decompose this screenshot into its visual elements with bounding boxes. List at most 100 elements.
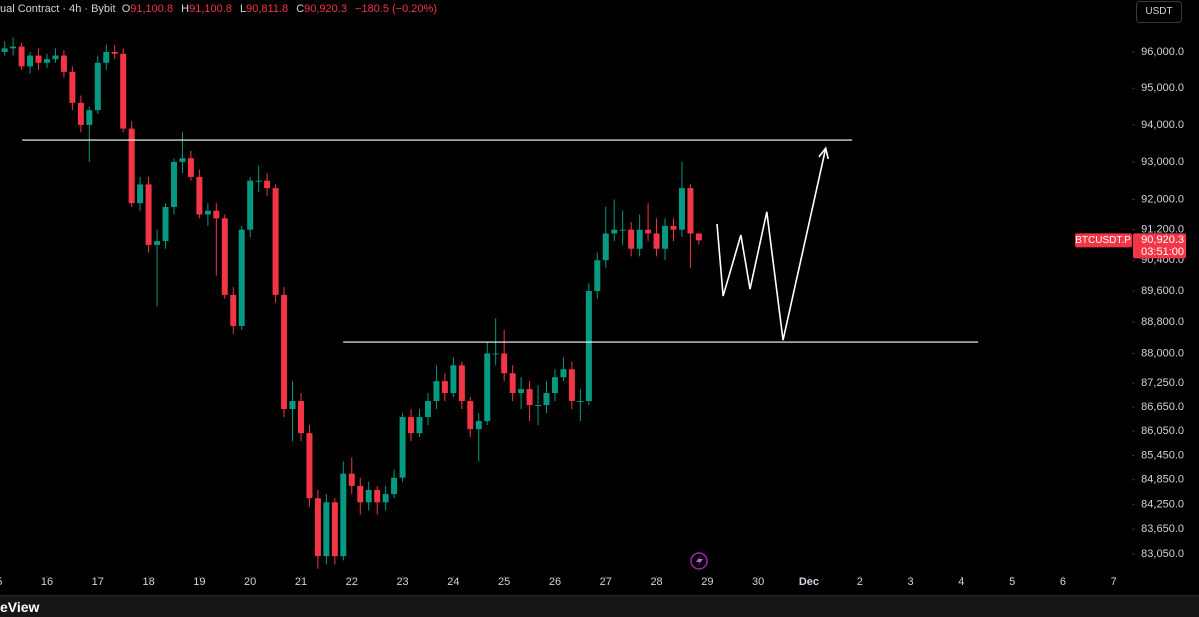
- candle-body: [416, 417, 423, 434]
- candle-body: [204, 210, 211, 215]
- x-tick-label: 28: [650, 576, 662, 588]
- header: ual Contract · 4h · Bybit O91,100.8 H91,…: [0, 3, 442, 15]
- candle-body: [611, 229, 618, 234]
- x-tick-label: 2: [857, 576, 863, 588]
- arrow-head: [818, 146, 830, 160]
- y-tick-label: 84,250.0: [1141, 498, 1184, 510]
- candle-body: [120, 53, 127, 129]
- x-tick-label: 7: [1111, 576, 1117, 588]
- x-tick-label: 19: [193, 576, 205, 588]
- candle-body: [577, 401, 584, 403]
- candle-body: [289, 401, 296, 410]
- candle-body: [69, 71, 76, 103]
- symbol-tag: [1075, 233, 1132, 248]
- x-tick-label: 22: [346, 576, 358, 588]
- candle-body: [568, 369, 575, 402]
- x-tick-label: 25: [498, 576, 510, 588]
- event-icon[interactable]: [690, 552, 708, 570]
- candle-body: [543, 393, 550, 406]
- candle-body: [433, 381, 440, 402]
- candle-body: [399, 417, 406, 478]
- candle-body: [111, 51, 118, 54]
- low-label: L: [239, 3, 247, 15]
- candle-body: [331, 502, 338, 557]
- y-tick-label: 88,000.0: [1141, 347, 1184, 359]
- candle-body: [382, 494, 389, 503]
- candle-body: [162, 206, 169, 242]
- candle-body: [18, 46, 25, 67]
- candle-body: [501, 353, 508, 374]
- footer: eView: [0, 595, 1199, 617]
- candle-body: [196, 176, 203, 215]
- x-tick-label: 15: [0, 576, 2, 588]
- candle-body: [687, 188, 694, 234]
- candle-body: [585, 291, 592, 402]
- candle-body: [230, 294, 237, 327]
- candle-body: [94, 62, 101, 111]
- candle-body: [484, 353, 491, 422]
- x-tick-label: 26: [549, 576, 561, 588]
- candle-body: [86, 110, 93, 125]
- candle-body: [103, 51, 110, 63]
- symbol-tag-label: BTCUSDT.P: [1075, 235, 1131, 246]
- candle-body: [636, 229, 643, 249]
- high-label: H: [181, 3, 190, 15]
- x-tick-label: 21: [295, 576, 307, 588]
- candle-body: [492, 353, 499, 355]
- candle-body: [35, 55, 42, 63]
- x-tick-label: 29: [701, 576, 713, 588]
- candle-body: [281, 294, 288, 410]
- candle-body: [221, 218, 228, 295]
- candle-body: [653, 233, 660, 249]
- candle-body: [238, 229, 245, 327]
- candle-body: [645, 229, 652, 234]
- close-label: C: [296, 3, 305, 15]
- last-price-tag: [1133, 233, 1186, 259]
- y-tick-label: 93,000.0: [1141, 156, 1184, 168]
- last-price-label: 90,920.3: [1141, 234, 1184, 246]
- candle-body: [348, 473, 355, 486]
- candle-body: [272, 188, 279, 295]
- candle-body: [475, 421, 482, 430]
- candle-body: [467, 401, 474, 430]
- candle-body: [670, 225, 677, 230]
- candle-body: [526, 389, 533, 406]
- y-tick-label: 87,250.0: [1141, 377, 1184, 389]
- candle-body: [628, 229, 635, 249]
- y-tick-label: 89,600.0: [1141, 285, 1184, 297]
- x-tick-label: 16: [41, 576, 53, 588]
- candle-body: [1, 48, 8, 52]
- candle-body: [170, 161, 177, 207]
- candle-body: [695, 233, 702, 241]
- y-tick-label: 83,650.0: [1141, 523, 1184, 535]
- x-tick-label: 5: [1009, 576, 1015, 588]
- candle-body: [662, 225, 669, 249]
- currency-button[interactable]: USDT: [1136, 1, 1182, 23]
- candle-body: [560, 369, 567, 378]
- y-tick-label: 94,000.0: [1141, 119, 1184, 131]
- candle-body: [128, 128, 135, 204]
- y-tick-label: 85,450.0: [1141, 449, 1184, 461]
- open-label: O: [121, 3, 131, 15]
- candle-body: [255, 180, 262, 182]
- candle-body: [43, 59, 50, 63]
- low-value: 90,811.8: [246, 3, 289, 15]
- x-tick-label: 24: [447, 576, 459, 588]
- candle-body: [424, 401, 431, 418]
- symbol: ual Contract · 4h · Bybit: [0, 3, 116, 15]
- candle-body: [357, 485, 364, 503]
- chart: 83,050.0 83,650.0 84,250.0 84,850.0 85,450.0…: [0, 37, 1186, 588]
- open-value: 91,100.8: [130, 3, 174, 15]
- candle-body: [518, 389, 525, 394]
- x-tick-label: 3: [907, 576, 913, 588]
- close-value: 90,920.3: [304, 3, 347, 15]
- y-tick-label: 91,200.0: [1141, 224, 1184, 236]
- y-tick-label: 92,000.0: [1141, 193, 1184, 205]
- y-tick-label: 86,050.0: [1141, 425, 1184, 437]
- candle-body: [145, 184, 152, 245]
- y-tick-label: 83,050.0: [1141, 548, 1184, 560]
- candle-body: [594, 260, 601, 292]
- candle-body: [60, 55, 67, 72]
- candle-body: [213, 210, 220, 219]
